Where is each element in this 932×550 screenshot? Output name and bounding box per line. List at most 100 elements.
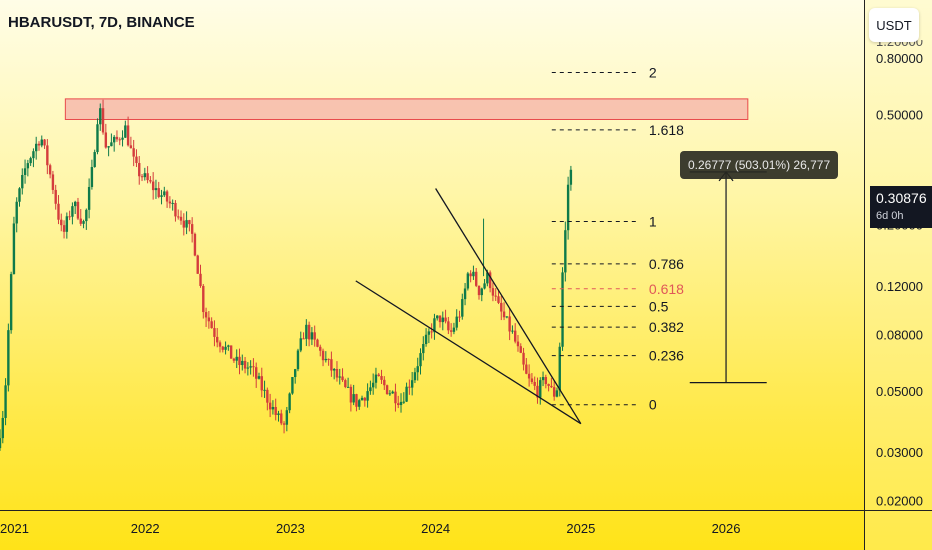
candle-body	[544, 377, 548, 385]
candle-body	[305, 324, 308, 339]
candle-body	[143, 173, 147, 178]
bar-countdown: 6d 0h	[876, 210, 904, 222]
x-tick-label: 2024	[421, 521, 450, 536]
candle-body	[369, 387, 372, 392]
candle-body	[65, 216, 69, 232]
candle-body	[213, 328, 216, 337]
candle-body	[441, 317, 444, 323]
candle-body	[221, 346, 224, 350]
candle-body	[550, 385, 553, 388]
candle-body	[210, 321, 213, 329]
candle-body	[266, 389, 269, 403]
candle-body	[263, 389, 266, 391]
candle-body	[274, 406, 277, 416]
candle-body	[486, 272, 489, 284]
candle-body	[424, 334, 428, 345]
candle-body	[118, 139, 121, 141]
candle-body	[135, 156, 138, 164]
candle-body	[218, 342, 222, 347]
candle-body	[558, 346, 561, 391]
candle-body	[307, 324, 311, 340]
candle-body	[73, 201, 77, 207]
trendline	[355, 280, 582, 425]
candle-body	[37, 143, 41, 146]
candle-body	[344, 380, 347, 387]
candle-body	[338, 376, 341, 378]
candle-body	[121, 137, 124, 140]
candle-body	[408, 386, 411, 388]
candle-body	[110, 142, 113, 147]
candle-body	[282, 423, 286, 425]
candle-body	[160, 195, 163, 197]
candle-body	[299, 338, 302, 351]
candle-body	[522, 352, 525, 365]
candle-body	[157, 188, 160, 197]
candle-body	[391, 391, 394, 394]
measure-tooltip: 0.26777 (503.01%) 26,777	[680, 151, 839, 179]
candle-body	[349, 386, 353, 403]
candle-body	[229, 345, 233, 359]
candle-body	[163, 191, 166, 196]
candle-body	[168, 201, 172, 204]
candle-body	[466, 273, 470, 289]
candle-body	[533, 381, 536, 386]
candle-body	[449, 330, 453, 332]
candle-body	[199, 273, 202, 286]
candle-body	[165, 191, 169, 202]
candles-group	[0, 99, 573, 451]
candle-body	[227, 345, 230, 347]
candle-body	[204, 312, 208, 318]
candle-body	[502, 311, 506, 318]
candle-body	[497, 296, 500, 303]
candle-body	[79, 218, 82, 224]
candle-body	[455, 316, 458, 328]
candle-body	[402, 401, 406, 403]
candle-body	[35, 143, 38, 152]
candle-body	[46, 145, 49, 166]
candle-body	[513, 330, 517, 342]
candle-body	[268, 402, 272, 410]
candle-body	[280, 413, 283, 424]
candle-body	[461, 299, 464, 317]
symbol-title: HBARUSDT, 7D, BINANCE	[8, 14, 195, 31]
candle-body	[388, 393, 392, 395]
candle-body	[32, 151, 35, 159]
candle-body	[90, 167, 94, 187]
candle-body	[377, 374, 380, 377]
candle-body	[569, 169, 573, 185]
candle-body	[285, 410, 289, 425]
candle-body	[313, 332, 316, 340]
candle-body	[271, 406, 275, 410]
candle-body	[525, 364, 528, 374]
candle-body	[410, 380, 414, 388]
candle-body	[149, 180, 152, 182]
candle-body	[1, 417, 4, 439]
candle-body	[18, 188, 21, 202]
currency-button[interactable]: USDT	[869, 8, 919, 42]
candle-body	[508, 316, 511, 332]
fib-level-label: 0.5	[649, 298, 669, 314]
candle-body	[419, 353, 422, 367]
candle-body	[427, 331, 431, 335]
candle-body	[319, 346, 322, 351]
candle-body	[115, 136, 119, 140]
candle-body	[480, 288, 483, 296]
y-tick-1.2: 1.20000	[876, 40, 923, 49]
price-axis-panel	[864, 0, 932, 550]
candle-body	[4, 385, 7, 418]
candle-body	[519, 346, 522, 353]
candle-body	[288, 393, 291, 411]
y-tick-label: 0.05000	[876, 384, 923, 399]
candle-body	[416, 366, 419, 373]
candle-body	[444, 317, 447, 322]
x-tick-label: 2026	[712, 521, 741, 536]
candle-body	[355, 394, 358, 407]
candle-body	[511, 330, 514, 332]
candle-body	[330, 359, 333, 371]
candle-body	[452, 327, 456, 332]
candle-body	[327, 358, 330, 360]
candle-body	[107, 146, 110, 148]
candle-body	[352, 394, 355, 403]
candle-body	[374, 374, 378, 383]
